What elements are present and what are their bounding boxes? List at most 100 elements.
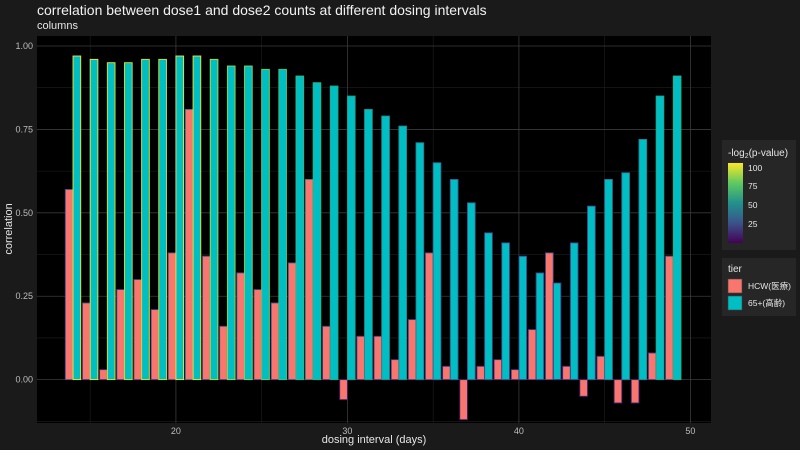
- bar-65plus: [244, 65, 253, 381]
- bar-hcw: [184, 108, 194, 381]
- y-tick-label: 0.00: [15, 375, 33, 385]
- legend-label-hcw: HCW(医療): [748, 281, 791, 291]
- outline-legend-tick: 50: [748, 200, 758, 210]
- bar-65plus: [415, 142, 425, 381]
- bar-65plus: [364, 108, 373, 381]
- bar-65plus: [346, 95, 356, 381]
- bar-65plus: [124, 62, 133, 381]
- bar-65plus: [449, 179, 459, 381]
- outline-legend: -log2(p-value) 100 75 50 25: [722, 140, 796, 250]
- bar-65plus: [569, 242, 579, 381]
- y-tick-label: 0.50: [15, 208, 33, 218]
- bar-hcw: [493, 359, 503, 381]
- bar-65plus: [638, 138, 648, 381]
- bar-hcw: [647, 352, 657, 381]
- bar-65plus: [278, 68, 287, 381]
- x-tick-label: 30: [342, 426, 352, 436]
- bar-hcw: [596, 355, 606, 381]
- bar-65plus: [381, 115, 390, 381]
- bar-hcw: [287, 262, 297, 381]
- bar-65plus: [261, 68, 270, 381]
- bar-65plus: [484, 232, 493, 381]
- bar-hcw: [99, 369, 108, 381]
- bar-65plus: [587, 205, 596, 381]
- bar-65plus: [89, 58, 99, 381]
- bar-65plus: [398, 125, 408, 381]
- bar-hcw: [459, 379, 468, 421]
- bar-65plus: [432, 162, 442, 381]
- bar-hcw: [613, 379, 623, 404]
- bar-hcw: [373, 335, 383, 381]
- bar-65plus: [192, 55, 202, 381]
- legend-label-65plus: 65+(高齢): [748, 298, 785, 308]
- bar-hcw: [476, 365, 486, 381]
- bar-hcw: [425, 252, 434, 381]
- bar-65plus: [312, 82, 322, 381]
- bar-65plus: [295, 75, 305, 381]
- bar-65plus: [226, 65, 236, 381]
- bar-hcw: [219, 325, 228, 381]
- bar-65plus: [209, 58, 219, 381]
- bar-hcw: [442, 365, 451, 381]
- legend-key-65plus: [727, 295, 743, 311]
- x-tick-label: 40: [514, 426, 524, 436]
- bar-hcw: [630, 379, 640, 404]
- y-tick-label: 0.25: [15, 291, 33, 301]
- bar-hcw: [150, 309, 160, 381]
- bar-65plus: [72, 55, 82, 381]
- x-tick-label: 20: [171, 426, 181, 436]
- tick-labels: 20 30 40 50 0.00 0.25 0.50 0.75 1.00: [15, 41, 695, 436]
- bar-65plus: [552, 282, 562, 381]
- bar-hcw: [545, 252, 554, 381]
- outline-legend-title: -log2(p-value): [728, 148, 788, 160]
- bar-65plus: [655, 95, 665, 381]
- chart-title: correlation between dose1 and dose2 coun…: [37, 2, 487, 18]
- bar-hcw: [322, 325, 331, 381]
- outline-colorbar: [728, 163, 743, 243]
- bar-hcw: [116, 289, 125, 381]
- outline-legend-tick: 25: [748, 219, 758, 229]
- bar-hcw: [270, 302, 280, 381]
- bar-hcw: [510, 369, 520, 381]
- bar-hcw: [356, 335, 366, 381]
- bar-hcw: [64, 189, 74, 381]
- bar-hcw: [236, 272, 245, 381]
- bars: [64, 55, 682, 421]
- fill-legend: tier HCW(医療) 65+(高齢): [722, 258, 796, 316]
- bar-hcw: [527, 329, 537, 381]
- legend-key-hcw: [727, 278, 743, 294]
- bar-65plus: [467, 202, 476, 381]
- bar-hcw: [202, 255, 211, 381]
- bar-hcw: [167, 252, 177, 381]
- bar-65plus: [672, 75, 682, 381]
- bar-hcw: [81, 302, 91, 381]
- bar-hcw: [407, 319, 417, 381]
- bar-hcw: [339, 379, 348, 401]
- bar-hcw: [562, 365, 571, 381]
- outline-legend-tick: 100: [748, 163, 762, 173]
- x-axis-title: dosing interval (days): [322, 434, 427, 446]
- y-tick-label: 1.00: [15, 41, 33, 51]
- bar-65plus: [158, 58, 167, 381]
- bar-65plus: [518, 255, 528, 381]
- chart-subtitle: columns: [37, 20, 78, 32]
- bar-65plus: [106, 62, 116, 381]
- y-tick-label: 0.75: [15, 124, 33, 134]
- bar-65plus: [604, 179, 613, 381]
- y-axis-title: correlation: [3, 203, 15, 254]
- x-tick-label: 50: [685, 426, 695, 436]
- fill-legend-title: tier: [728, 264, 743, 275]
- outline-legend-tick: 75: [748, 181, 758, 191]
- bar-65plus: [175, 55, 185, 381]
- bar-hcw: [665, 255, 674, 381]
- bar-hcw: [253, 289, 263, 381]
- bar-65plus: [329, 85, 339, 381]
- bar-65plus: [141, 58, 150, 381]
- bar-hcw: [304, 179, 314, 381]
- bar-65plus: [621, 172, 630, 381]
- bar-65plus: [535, 272, 545, 381]
- bar-65plus: [501, 242, 510, 381]
- bar-hcw: [133, 279, 143, 381]
- bar-hcw: [390, 359, 400, 381]
